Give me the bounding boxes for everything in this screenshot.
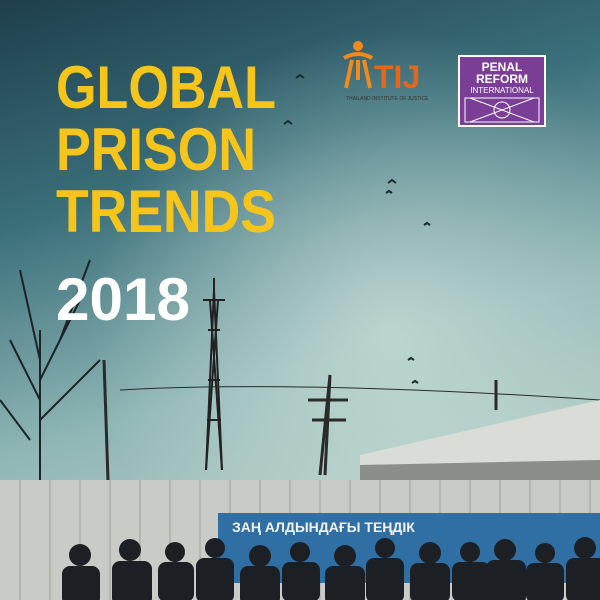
building-roof [360,400,600,465]
radio-tower [203,278,225,471]
pri-line: REFORM [476,72,528,86]
pri-logo: PENAL REFORM INTERNATIONAL [458,55,546,127]
building-wall [360,460,600,480]
pri-line: PENAL [482,60,523,74]
tij-logo: TIJ THAILAND INSTITUTE OF JUSTICE [343,41,429,102]
sign-text: ЗАҢ АЛДЫНДАҒЫ ТЕҢДІК [232,519,415,535]
title-line: TRENDS [56,178,276,245]
pri-line: INTERNATIONAL [470,86,534,95]
tij-subtitle: THAILAND INSTITUTE OF JUSTICE [346,96,429,102]
tij-name: TIJ [374,59,420,95]
title-line: PRISON [56,116,256,183]
birds [283,73,431,384]
year: 2018 [56,266,190,333]
tree [0,259,101,490]
power-pole [102,359,600,481]
prisoners [62,537,600,600]
title-line: GLOBAL [56,54,276,121]
